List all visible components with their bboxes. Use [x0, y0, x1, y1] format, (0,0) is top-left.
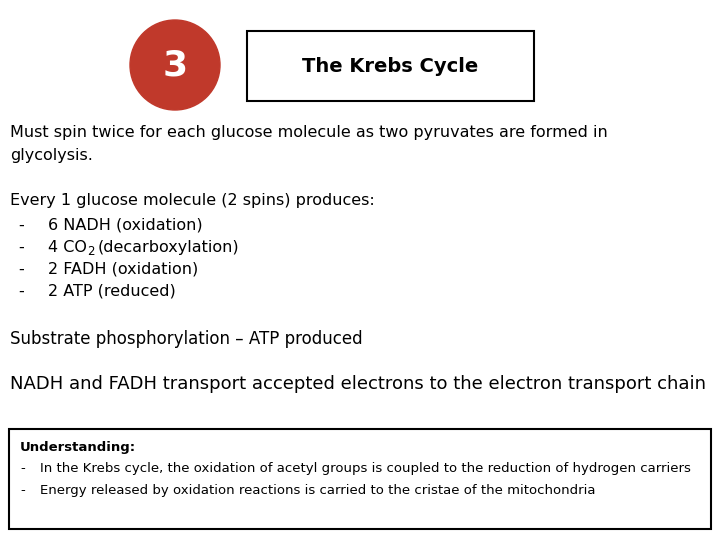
Text: Every 1 glucose molecule (2 spins) produces:: Every 1 glucose molecule (2 spins) produ…: [10, 193, 374, 208]
Text: 2 FADH (oxidation): 2 FADH (oxidation): [48, 262, 198, 277]
Text: -: -: [18, 240, 24, 255]
Text: -: -: [20, 462, 24, 475]
Circle shape: [130, 20, 220, 110]
Text: 2 ATP (reduced): 2 ATP (reduced): [48, 284, 176, 299]
Text: The Krebs Cycle: The Krebs Cycle: [302, 57, 479, 76]
Text: 2: 2: [87, 245, 94, 258]
Text: Must spin twice for each glucose molecule as two pyruvates are formed in: Must spin twice for each glucose molecul…: [10, 125, 608, 140]
Text: NADH and FADH transport accepted electrons to the electron transport chain: NADH and FADH transport accepted electro…: [10, 375, 706, 393]
Text: (decarboxylation): (decarboxylation): [98, 240, 240, 255]
FancyBboxPatch shape: [9, 429, 711, 529]
Text: -: -: [18, 284, 24, 299]
Text: Substrate phosphorylation – ATP produced: Substrate phosphorylation – ATP produced: [10, 330, 363, 348]
Text: glycolysis.: glycolysis.: [10, 148, 93, 163]
Text: Understanding:: Understanding:: [20, 441, 136, 454]
Text: -: -: [20, 484, 24, 497]
Text: 4 CO: 4 CO: [48, 240, 87, 255]
FancyBboxPatch shape: [247, 31, 534, 101]
Text: -: -: [18, 218, 24, 233]
Text: 3: 3: [163, 48, 188, 82]
Text: Energy released by oxidation reactions is carried to the cristae of the mitochon: Energy released by oxidation reactions i…: [40, 484, 595, 497]
Text: 6 NADH (oxidation): 6 NADH (oxidation): [48, 218, 202, 233]
Text: In the Krebs cycle, the oxidation of acetyl groups is coupled to the reduction o: In the Krebs cycle, the oxidation of ace…: [40, 462, 691, 475]
Text: -: -: [18, 262, 24, 277]
